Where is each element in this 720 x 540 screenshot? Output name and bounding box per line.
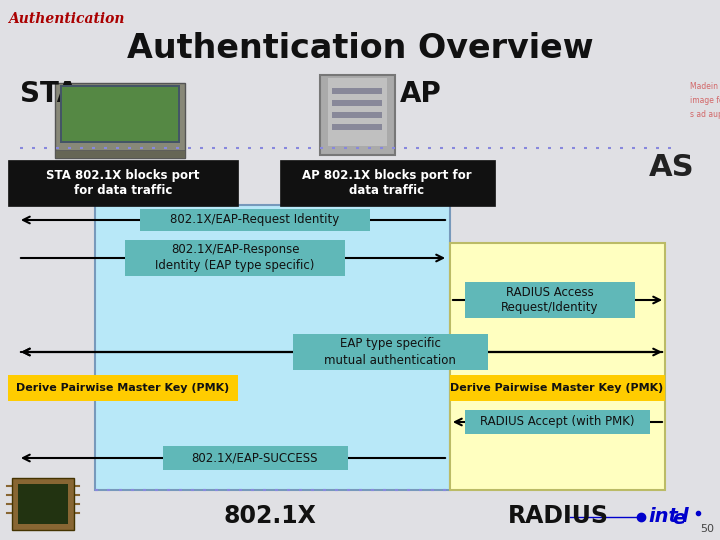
Text: EAP type specific
mutual authentication: EAP type specific mutual authentication bbox=[324, 338, 456, 367]
FancyBboxPatch shape bbox=[280, 160, 495, 206]
Text: AS: AS bbox=[649, 153, 695, 183]
Text: RADIUS: RADIUS bbox=[508, 504, 608, 528]
FancyBboxPatch shape bbox=[8, 375, 238, 401]
FancyBboxPatch shape bbox=[320, 75, 395, 155]
FancyBboxPatch shape bbox=[464, 410, 649, 434]
FancyBboxPatch shape bbox=[332, 88, 382, 94]
Text: e: e bbox=[672, 510, 685, 529]
Text: l: l bbox=[681, 508, 688, 526]
FancyBboxPatch shape bbox=[163, 446, 348, 470]
FancyBboxPatch shape bbox=[328, 78, 387, 146]
Text: STA: STA bbox=[20, 80, 78, 108]
Text: int: int bbox=[648, 508, 678, 526]
Text: 802.1X: 802.1X bbox=[224, 504, 316, 528]
Text: Madein PCT: Madein PCT bbox=[690, 82, 720, 91]
FancyBboxPatch shape bbox=[292, 334, 487, 370]
FancyBboxPatch shape bbox=[62, 87, 178, 141]
Text: RADIUS Accept (with PMK): RADIUS Accept (with PMK) bbox=[480, 415, 634, 429]
Text: AP 802.1X blocks port for
data traffic: AP 802.1X blocks port for data traffic bbox=[302, 168, 472, 198]
Text: STA 802.1X blocks port
for data traffic: STA 802.1X blocks port for data traffic bbox=[46, 168, 199, 198]
FancyBboxPatch shape bbox=[12, 478, 74, 530]
FancyBboxPatch shape bbox=[60, 85, 180, 143]
Text: 802.1X/EAP-SUCCESS: 802.1X/EAP-SUCCESS bbox=[192, 451, 318, 464]
FancyBboxPatch shape bbox=[332, 112, 382, 118]
FancyBboxPatch shape bbox=[125, 240, 345, 276]
Text: 50: 50 bbox=[700, 524, 714, 534]
FancyBboxPatch shape bbox=[8, 160, 238, 206]
Text: Derive Pairwise Master Key (PMK): Derive Pairwise Master Key (PMK) bbox=[451, 383, 664, 393]
FancyBboxPatch shape bbox=[332, 124, 382, 130]
Text: Authentication Overview: Authentication Overview bbox=[127, 31, 593, 64]
FancyBboxPatch shape bbox=[465, 282, 635, 318]
FancyBboxPatch shape bbox=[18, 484, 68, 524]
Text: image format: image format bbox=[690, 96, 720, 105]
Text: 802.1X/EAP-Response
Identity (EAP type specific): 802.1X/EAP-Response Identity (EAP type s… bbox=[156, 244, 315, 273]
FancyBboxPatch shape bbox=[450, 243, 665, 490]
FancyBboxPatch shape bbox=[332, 100, 382, 106]
FancyBboxPatch shape bbox=[55, 150, 185, 158]
FancyBboxPatch shape bbox=[95, 205, 450, 490]
Text: RADIUS Access
Request/Identity: RADIUS Access Request/Identity bbox=[501, 286, 599, 314]
Text: 802.1X/EAP-Request Identity: 802.1X/EAP-Request Identity bbox=[171, 213, 340, 226]
Text: s ad aup oter: s ad aup oter bbox=[690, 110, 720, 119]
FancyBboxPatch shape bbox=[450, 375, 665, 401]
FancyBboxPatch shape bbox=[55, 83, 185, 158]
Text: Derive Pairwise Master Key (PMK): Derive Pairwise Master Key (PMK) bbox=[17, 383, 230, 393]
Text: AP: AP bbox=[400, 80, 442, 108]
FancyBboxPatch shape bbox=[140, 209, 370, 231]
Text: Authentication: Authentication bbox=[8, 12, 125, 26]
